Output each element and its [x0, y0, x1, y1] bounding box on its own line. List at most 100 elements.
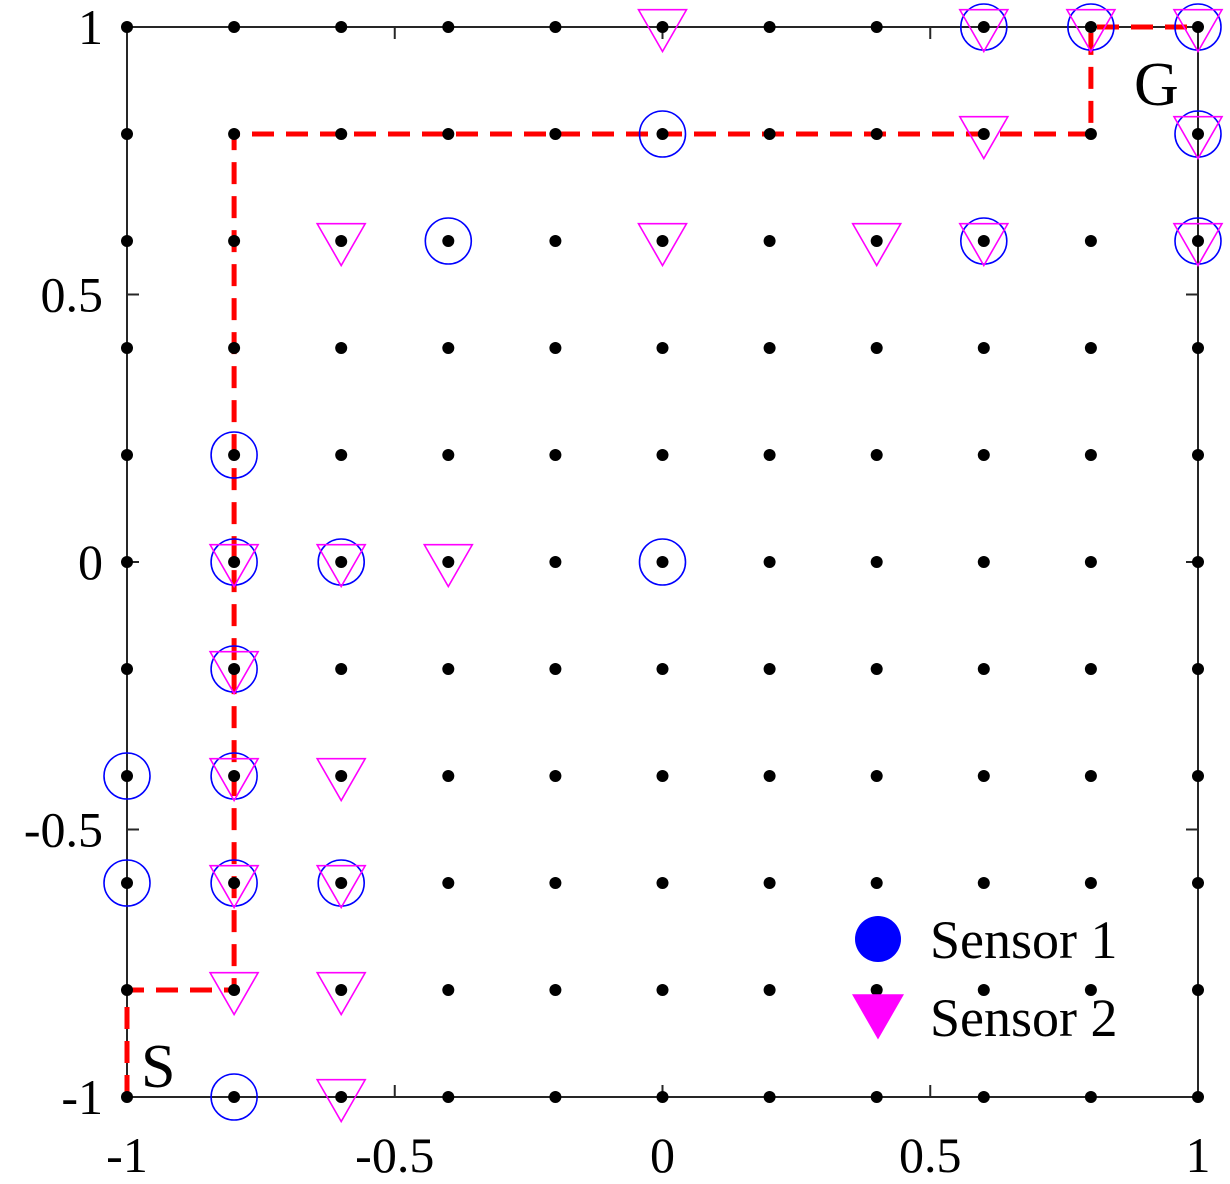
grid-point — [121, 235, 133, 247]
grid-point — [335, 984, 348, 996]
grid-point — [228, 984, 241, 996]
grid-point — [228, 128, 241, 140]
legend-label: Sensor 1 — [930, 910, 1118, 970]
grid-point — [870, 556, 883, 568]
grid-point — [977, 984, 990, 996]
grid-point — [1192, 235, 1204, 247]
y-tick-label: 0 — [78, 534, 103, 590]
grid-point — [335, 1091, 348, 1103]
grid-point — [977, 449, 990, 461]
grid-point — [977, 877, 990, 889]
grid-point — [442, 235, 455, 247]
sensor-2-marker — [315, 222, 367, 268]
grid-point — [870, 449, 883, 461]
grid-point — [870, 984, 883, 996]
sensor-2-marker — [208, 543, 260, 589]
grid-points — [121, 21, 1204, 1103]
grid-point — [1192, 770, 1204, 782]
grid-point — [1192, 449, 1204, 461]
grid-point — [763, 235, 776, 247]
sensor-2-marker — [958, 115, 1010, 161]
x-tick-label: 0.5 — [899, 1127, 962, 1183]
grid-point — [1084, 1091, 1097, 1103]
grid-point — [870, 128, 883, 140]
grid-point — [656, 21, 669, 33]
grid-point — [442, 449, 455, 461]
grid-point — [656, 235, 669, 247]
grid-point — [335, 449, 348, 461]
grid-point — [656, 342, 669, 354]
grid-point — [763, 984, 776, 996]
grid-point — [1084, 556, 1097, 568]
legend-label: Sensor 2 — [930, 988, 1118, 1048]
grid-point — [656, 449, 669, 461]
sensor-1-marker — [638, 110, 687, 158]
grid-point — [870, 663, 883, 675]
grid-point — [121, 21, 133, 33]
x-tick-label: -1 — [106, 1127, 148, 1183]
grid-point — [1084, 770, 1097, 782]
grid-point — [763, 556, 776, 568]
x-tick-label: -0.5 — [355, 1127, 434, 1183]
grid-point — [870, 770, 883, 782]
sensor-2-marker — [1065, 8, 1117, 54]
grid-point — [442, 128, 455, 140]
grid-point — [1192, 128, 1204, 140]
grid-point — [549, 235, 562, 247]
x-tick-label: 0 — [650, 1127, 675, 1183]
sensor-1-marker — [424, 217, 473, 265]
sensor-2-marker — [315, 757, 367, 803]
grid-point — [763, 877, 776, 889]
grid-point — [1084, 984, 1097, 996]
sensor-2-marker — [208, 864, 260, 910]
grid-point — [335, 21, 348, 33]
grid-point — [1084, 663, 1097, 675]
legend-sensor-2-symbol — [852, 994, 904, 1040]
sensor-2-marker — [315, 543, 367, 589]
y-tick-label: 0.5 — [41, 267, 104, 323]
goal-label: G — [1134, 51, 1179, 119]
grid-point — [656, 770, 669, 782]
grid-point — [1084, 128, 1097, 140]
grid-point — [228, 770, 241, 782]
grid-point — [335, 342, 348, 354]
grid-point — [549, 663, 562, 675]
grid-point — [228, 235, 241, 247]
y-tick-label: 1 — [78, 0, 103, 55]
sensor-1-marker — [210, 1073, 258, 1121]
grid-point — [442, 556, 455, 568]
grid-point — [549, 877, 562, 889]
start-label: S — [141, 1033, 175, 1101]
grid-point — [763, 663, 776, 675]
sensor-2-marker — [208, 650, 260, 696]
grid-point — [121, 770, 133, 782]
grid-point — [121, 449, 133, 461]
sensor-2-marker — [637, 222, 688, 268]
grid-point — [763, 128, 776, 140]
grid-point — [656, 1091, 669, 1103]
grid-point — [1192, 556, 1204, 568]
sensor-2-marker — [1172, 222, 1224, 268]
grid-point — [442, 877, 455, 889]
grid-point — [228, 1091, 241, 1103]
grid-point — [977, 770, 990, 782]
grid-point — [549, 21, 562, 33]
grid-point — [977, 21, 990, 33]
annotations: SG — [141, 51, 1179, 1101]
sensor-2-marker — [422, 543, 474, 589]
grid-point — [121, 877, 133, 889]
grid-point — [870, 1091, 883, 1103]
grid-point — [870, 342, 883, 354]
grid-point — [977, 235, 990, 247]
grid-point — [228, 21, 241, 33]
grid-point — [335, 556, 348, 568]
grid-point — [870, 21, 883, 33]
grid-point — [1084, 21, 1097, 33]
grid-point — [763, 342, 776, 354]
sensor-2-marker — [851, 222, 903, 268]
grid-point — [121, 984, 133, 996]
grid-point — [442, 1091, 455, 1103]
grid-point — [656, 663, 669, 675]
grid-point — [549, 449, 562, 461]
